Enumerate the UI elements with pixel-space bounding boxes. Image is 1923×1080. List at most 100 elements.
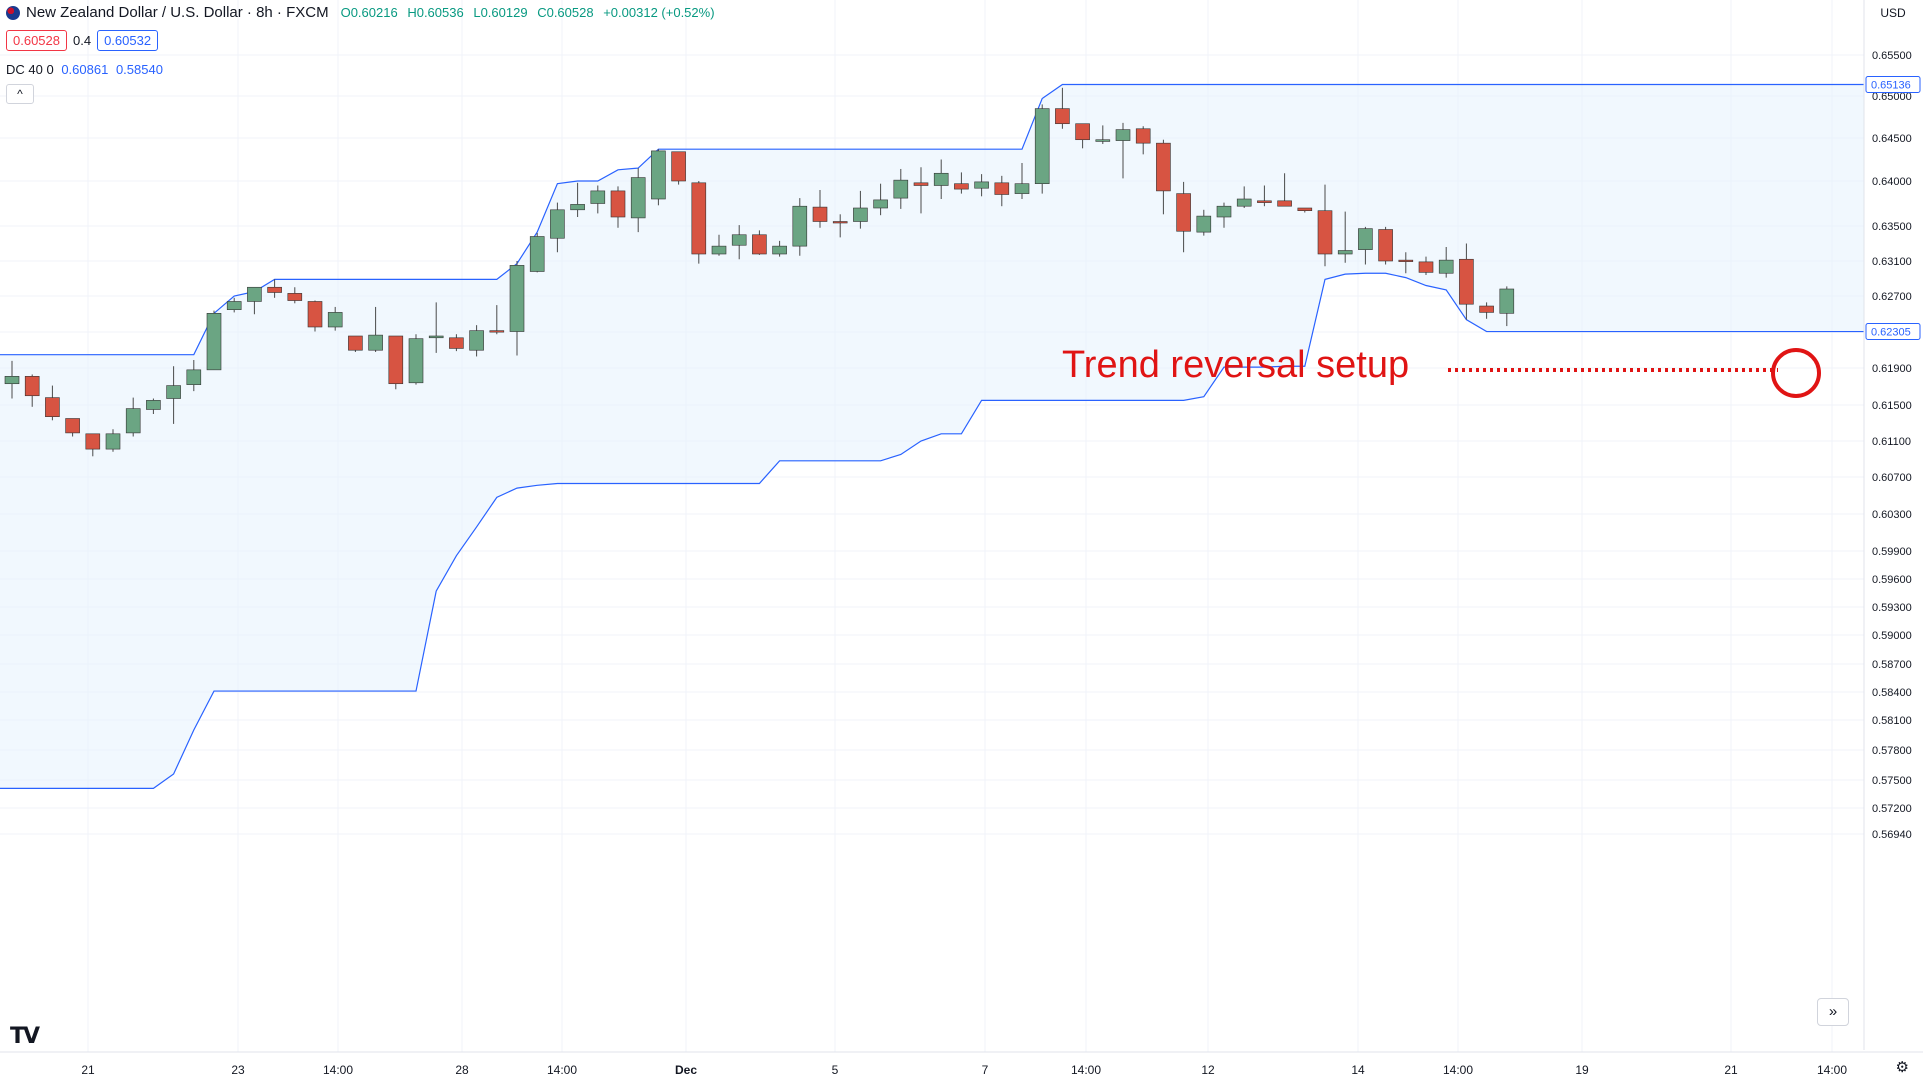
candle (267, 279, 282, 298)
candle-body (1075, 123, 1090, 141)
candle-body (711, 245, 727, 255)
candle-body (933, 172, 949, 186)
price-tag-box (1865, 323, 1921, 341)
indicator-legend[interactable]: DC 40 0 0.60861 0.58540 (6, 62, 163, 77)
candle (711, 234, 727, 256)
candle-body (1115, 129, 1131, 141)
low-value: L0.60129 (473, 5, 528, 20)
candle-body (1317, 210, 1333, 255)
candle-body (1337, 250, 1353, 255)
time-tick-label: 23 (231, 1063, 245, 1077)
time-axis[interactable]: 21 23 14:00 28 14:00 Dec 5 7 14:00 12 14 14:00 19 21 1… (81, 1063, 1847, 1077)
candle-body (691, 182, 707, 255)
candle-body (913, 182, 929, 186)
candle-body (287, 293, 303, 301)
candle (792, 198, 808, 256)
candle-body (247, 286, 262, 302)
price-axis[interactable]: 0.65500 0.65000 0.64500 0.64000 0.63500 0.631… (1872, 50, 1912, 841)
price-tag-box (1865, 76, 1921, 94)
spread-value: 0.4 (73, 33, 92, 48)
high-value: H0.60536 (407, 5, 464, 20)
scroll-to-realtime-button[interactable]: » (1817, 998, 1849, 1026)
collapse-legend-button[interactable]: ^ (6, 84, 34, 104)
candle-body (428, 335, 444, 339)
nzd-flag-icon (6, 5, 20, 20)
price-tick-label: 0.58700 (1872, 659, 1912, 671)
indicator-name[interactable]: DC 40 0 (6, 62, 54, 77)
candle (408, 334, 424, 385)
time-tick-label: 14:00 (1443, 1063, 1473, 1077)
time-tick-label: Dec (675, 1063, 697, 1077)
price-tick-label: 0.62700 (1872, 291, 1912, 303)
candle (1499, 286, 1515, 327)
candle-body (1236, 198, 1252, 207)
candle-body (1135, 128, 1151, 144)
candle (1398, 252, 1414, 274)
candle (1317, 184, 1333, 267)
candle (1459, 243, 1474, 320)
time-tick-label: 14:00 (323, 1063, 353, 1077)
price-tick-label: 0.63100 (1872, 256, 1912, 268)
candle (994, 175, 1010, 207)
time-tick-label: 14:00 (1817, 1063, 1847, 1077)
sell-button[interactable]: 0.60528 (6, 30, 67, 51)
candle-body (327, 312, 343, 328)
candle (1135, 126, 1151, 155)
price-tick-label: 0.58100 (1872, 715, 1912, 727)
price-tick-label: 0.59600 (1872, 574, 1912, 586)
candle-body (1196, 215, 1212, 233)
currency-label[interactable]: USD (1880, 6, 1906, 20)
tradingview-logo[interactable]: TV (10, 1024, 40, 1049)
candle-body (24, 376, 40, 397)
candle (1156, 139, 1171, 215)
price-tick-label: 0.65500 (1872, 50, 1912, 62)
candle-body (550, 209, 565, 239)
candle-body (65, 418, 80, 434)
candle-body (1095, 139, 1111, 142)
buy-button[interactable]: 0.60532 (97, 30, 159, 51)
candle-body (489, 330, 505, 333)
time-tick-label: 21 (1724, 1063, 1738, 1077)
candle (1095, 125, 1111, 145)
candle (125, 397, 141, 437)
candle (671, 151, 686, 185)
candle (1216, 202, 1232, 228)
price-tick-label: 0.60300 (1872, 509, 1912, 521)
candle-body (651, 150, 666, 200)
settings-gear-icon[interactable]: ⚙ (1895, 1059, 1909, 1076)
candle-body (853, 207, 868, 222)
candle-body (509, 265, 525, 332)
indicator-upper-value: 0.60861 (61, 62, 109, 77)
candle (368, 306, 383, 352)
candle (590, 185, 606, 214)
time-tick-label: 14 (1351, 1063, 1365, 1077)
candle (610, 186, 626, 228)
annotation-circle (1771, 348, 1821, 398)
candle (873, 183, 888, 216)
candle-body (1358, 228, 1373, 250)
price-tick-label: 0.61100 (1872, 436, 1911, 448)
candle-body (408, 338, 424, 384)
candle-body (812, 206, 828, 222)
candle (1034, 104, 1050, 194)
candle-body (4, 376, 20, 385)
price-tags: 0.65136 0.62305 (1865, 76, 1921, 341)
candle-body (873, 199, 888, 209)
trade-buttons: 0.60528 0.4 0.60532 (6, 30, 159, 51)
candle (1337, 211, 1353, 263)
candle (1418, 256, 1434, 275)
candle-body (348, 335, 363, 351)
candle (24, 374, 40, 407)
candle (85, 433, 101, 457)
candle-body (731, 234, 747, 246)
candle (691, 181, 707, 264)
price-tick-label: 0.60700 (1872, 472, 1912, 484)
symbol-header[interactable]: New Zealand Dollar / U.S. Dollar · 8h · … (6, 4, 721, 21)
candle (731, 225, 747, 260)
symbol-title[interactable]: New Zealand Dollar / U.S. Dollar · 8h · … (26, 4, 329, 21)
indicator-lower-value: 0.58540 (115, 62, 163, 77)
candle (1438, 247, 1454, 278)
candle-body (570, 204, 585, 211)
candle (1257, 185, 1272, 207)
